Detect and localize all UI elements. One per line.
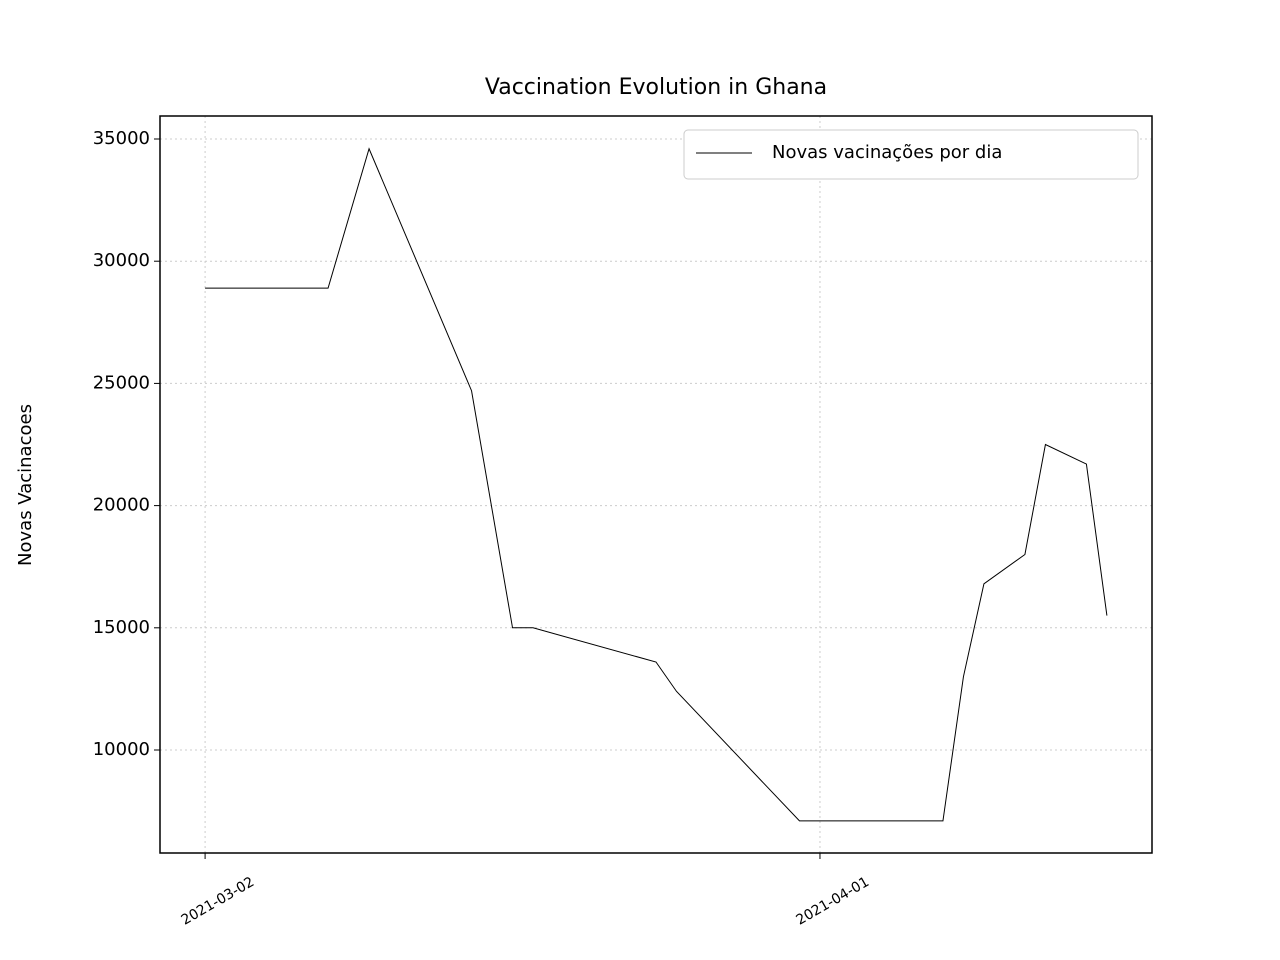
legend-label: Novas vacinações por dia [772, 142, 1002, 163]
legend-frame [683, 129, 1139, 180]
x-tick-label: 2021-04-01 [793, 874, 871, 929]
y-axis-label: Novas Vacinacoes [15, 404, 36, 566]
y-tick-label: 35000 [93, 128, 150, 149]
line [205, 147, 1108, 822]
plot-frame [159, 115, 1153, 854]
y-tick-label: 30000 [93, 250, 150, 271]
y-tick-label: 10000 [93, 739, 150, 760]
y-tick-label: 15000 [93, 617, 150, 638]
chart-title: Vaccination Evolution in Ghana [485, 75, 827, 100]
y-tick-label: 20000 [93, 495, 150, 516]
y-tick-label: 25000 [93, 372, 150, 393]
x-tick-label: 2021-03-02 [179, 874, 257, 929]
legend: Novas vacinações por dia [683, 129, 1139, 180]
